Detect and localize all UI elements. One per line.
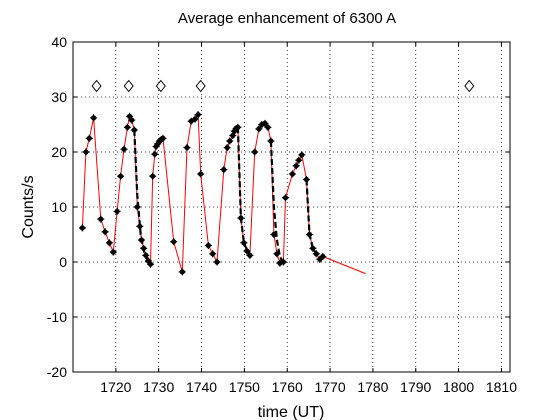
diamond-marker bbox=[123, 79, 134, 93]
data-point bbox=[128, 116, 136, 124]
x-tick-label: 1800 bbox=[443, 379, 474, 395]
data-point bbox=[149, 172, 157, 180]
data-point bbox=[197, 170, 205, 178]
y-tick-label: 0 bbox=[59, 254, 67, 270]
data-point bbox=[240, 239, 248, 247]
data-point bbox=[220, 166, 228, 174]
data-point bbox=[113, 207, 121, 215]
data-point bbox=[267, 137, 275, 145]
data-point bbox=[194, 111, 202, 119]
data-point bbox=[243, 247, 251, 255]
data-point bbox=[295, 156, 303, 164]
data-point bbox=[306, 231, 313, 238]
diamond-marker bbox=[91, 79, 102, 93]
data-point bbox=[138, 236, 145, 244]
series-line-dashed bbox=[269, 140, 284, 263]
y-tick-label: 40 bbox=[51, 34, 67, 50]
data-point bbox=[130, 126, 138, 134]
data-point bbox=[237, 214, 245, 222]
data-point bbox=[90, 114, 98, 122]
x-tick-label: 1740 bbox=[186, 379, 217, 395]
data-point bbox=[147, 260, 154, 268]
x-axis-label: time (UT) bbox=[258, 404, 325, 420]
x-tick-label: 1720 bbox=[100, 379, 131, 395]
data-point bbox=[209, 250, 217, 258]
plot-border bbox=[72, 41, 511, 373]
data-point bbox=[273, 250, 281, 258]
data-point bbox=[133, 203, 141, 211]
data-point bbox=[97, 215, 105, 223]
diamond-marker bbox=[195, 79, 206, 93]
data-point bbox=[109, 248, 117, 256]
data-point bbox=[226, 137, 234, 145]
data-point bbox=[85, 134, 93, 142]
data-point bbox=[151, 150, 159, 158]
data-point bbox=[140, 244, 148, 252]
x-tick-label: 1730 bbox=[143, 379, 174, 395]
data-point bbox=[105, 239, 113, 247]
chart-title: Average enhancement of 6300 A bbox=[178, 10, 396, 27]
data-point bbox=[78, 224, 86, 232]
y-axis-label: Counts/s bbox=[20, 175, 37, 238]
data-point bbox=[159, 134, 167, 142]
data-point bbox=[255, 125, 263, 133]
data-point bbox=[136, 222, 144, 230]
x-tick-label: 1750 bbox=[229, 379, 260, 395]
data-point bbox=[303, 176, 310, 183]
data-point bbox=[187, 117, 195, 125]
diamond-markers bbox=[91, 79, 475, 93]
data-point bbox=[279, 258, 287, 266]
data-point bbox=[82, 148, 90, 156]
data-point bbox=[246, 251, 254, 259]
data-point bbox=[309, 244, 317, 252]
data-point bbox=[261, 119, 269, 127]
x-tick-label: 1770 bbox=[314, 379, 345, 395]
data-point bbox=[204, 242, 212, 249]
diamond-marker bbox=[155, 79, 166, 93]
y-tick-label: 20 bbox=[51, 144, 67, 160]
data-point bbox=[282, 194, 289, 202]
y-tick-label: -10 bbox=[47, 309, 67, 325]
y-tick-label: 30 bbox=[51, 89, 67, 105]
data-point bbox=[123, 123, 131, 131]
x-tick-label: 1780 bbox=[357, 379, 388, 395]
y-tick-label: 10 bbox=[51, 199, 67, 215]
x-tick-label: 1790 bbox=[400, 379, 431, 395]
series-line-dashed bbox=[305, 179, 318, 255]
data-point bbox=[270, 231, 278, 238]
data-point bbox=[312, 250, 320, 258]
data-point bbox=[183, 144, 191, 152]
data-point bbox=[117, 172, 125, 180]
data-point bbox=[213, 258, 221, 266]
x-tick-label: 1810 bbox=[486, 379, 517, 395]
data-point bbox=[101, 228, 109, 236]
data-point bbox=[191, 115, 199, 123]
x-tick-label: 1760 bbox=[272, 379, 303, 395]
data-point bbox=[298, 151, 306, 159]
data-point bbox=[288, 170, 296, 178]
data-markers bbox=[78, 111, 327, 276]
data-point bbox=[178, 268, 186, 276]
data-point bbox=[170, 238, 178, 246]
data-point bbox=[223, 144, 231, 152]
data-point bbox=[264, 123, 272, 131]
data-point bbox=[120, 145, 128, 153]
data-point bbox=[234, 123, 242, 131]
axes: 1720 1730 1740 1750 1760 1770 1780 1790 1800 1810… bbox=[47, 34, 517, 395]
data-point bbox=[142, 251, 150, 259]
data-point bbox=[292, 162, 300, 170]
y-tick-label: -20 bbox=[47, 364, 67, 380]
data-point bbox=[319, 253, 327, 260]
data-point bbox=[251, 148, 259, 156]
diamond-marker bbox=[464, 79, 475, 93]
